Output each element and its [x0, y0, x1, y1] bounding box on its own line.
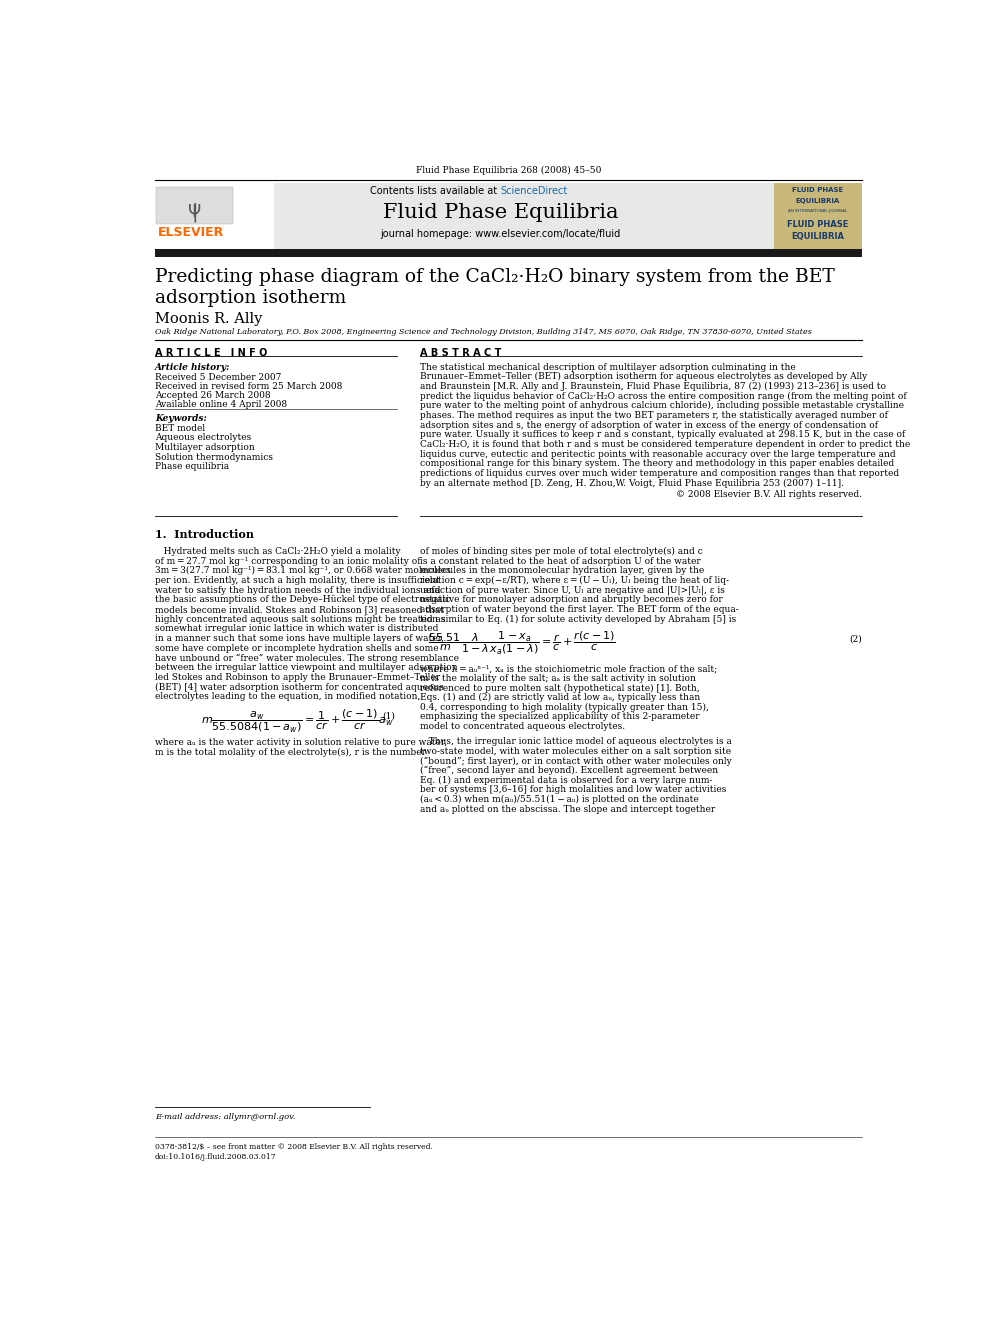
Text: electrolytes leading to the equation, in modified notation,: electrolytes leading to the equation, in…: [155, 692, 421, 701]
Text: $m\dfrac{a_w}{55.5084(1 - a_w)} = \dfrac{1}{cr} + \dfrac{(c-1)}{cr}a_w$: $m\dfrac{a_w}{55.5084(1 - a_w)} = \dfrac…: [200, 708, 394, 734]
Text: BET model: BET model: [155, 423, 205, 433]
Text: pure water to the melting point of anhydrous calcium chloride), including possib: pure water to the melting point of anhyd…: [420, 401, 904, 410]
Text: 0.4, corresponding to high molality (typically greater than 15),: 0.4, corresponding to high molality (typ…: [420, 703, 709, 712]
Text: referenced to pure molten salt (hypothetical state) [1]. Both,: referenced to pure molten salt (hypothet…: [420, 684, 699, 692]
Text: A B S T R A C T: A B S T R A C T: [420, 348, 501, 359]
Text: EQUILIBRIA: EQUILIBRIA: [791, 232, 844, 241]
Text: Contents lists available at: Contents lists available at: [370, 187, 501, 196]
Text: CaCl₂·H₂O, it is found that both r and s must be considered temperature dependen: CaCl₂·H₂O, it is found that both r and s…: [420, 441, 911, 448]
Text: A R T I C L E   I N F O: A R T I C L E I N F O: [155, 348, 267, 359]
Text: somewhat irregular ionic lattice in which water is distributed: somewhat irregular ionic lattice in whic…: [155, 624, 438, 634]
Text: some have complete or incomplete hydration shells and some: some have complete or incomplete hydrati…: [155, 644, 438, 652]
Text: phases. The method requires as input the two BET parameters r, the statistically: phases. The method requires as input the…: [420, 411, 888, 419]
Text: Aqueous electrolytes: Aqueous electrolytes: [155, 434, 251, 442]
Text: predict the liquidus behavior of CaCl₂·H₂O across the entire composition range (: predict the liquidus behavior of CaCl₂·H…: [420, 392, 907, 401]
Text: Eq. (1) and experimental data is observed for a very large num-: Eq. (1) and experimental data is observe…: [420, 775, 712, 785]
Text: Phase equilibria: Phase equilibria: [155, 462, 229, 471]
Text: ScienceDirect: ScienceDirect: [501, 187, 568, 196]
Text: (“bound”; first layer), or in contact with other water molecules only: (“bound”; first layer), or in contact wi…: [420, 757, 732, 766]
Text: and aᵤ plotted on the abscissa. The slope and intercept together: and aᵤ plotted on the abscissa. The slop…: [420, 804, 715, 814]
Text: Available online 4 April 2008: Available online 4 April 2008: [155, 400, 287, 409]
Text: Hydrated melts such as CaCl₂·2H₂O yield a molality: Hydrated melts such as CaCl₂·2H₂O yield …: [155, 546, 401, 556]
Text: Received 5 December 2007: Received 5 December 2007: [155, 373, 281, 382]
Text: 1.  Introduction: 1. Introduction: [155, 529, 254, 540]
Text: (2): (2): [850, 635, 862, 643]
Text: (aᵤ < 0.3) when m(aᵤ)/55.51(1 − aᵤ) is plotted on the ordinate: (aᵤ < 0.3) when m(aᵤ)/55.51(1 − aᵤ) is p…: [420, 795, 698, 804]
Text: E-mail address: allymr@ornl.gov.: E-mail address: allymr@ornl.gov.: [155, 1113, 296, 1122]
Text: compositional range for this binary system. The theory and methodology in this p: compositional range for this binary syst…: [420, 459, 894, 468]
Text: highly concentrated aqueous salt solutions might be treated as: highly concentrated aqueous salt solutio…: [155, 615, 445, 623]
Text: adsorption sites and s, the energy of adsorption of water in excess of the energ: adsorption sites and s, the energy of ad…: [420, 421, 878, 430]
Text: relation c = exp(−ε/RT), where ε = (U − Uₗ), Uₗ being the heat of liq-: relation c = exp(−ε/RT), where ε = (U − …: [420, 576, 729, 585]
Text: molecules in the monomolecular hydration layer, given by the: molecules in the monomolecular hydration…: [420, 566, 704, 576]
Text: where λ = aᵤⁿ⁻¹, xₐ is the stoichiometric mole fraction of the salt;: where λ = aᵤⁿ⁻¹, xₐ is the stoichiometri…: [420, 664, 717, 673]
Text: model to concentrated aqueous electrolytes.: model to concentrated aqueous electrolyt…: [420, 722, 625, 732]
Text: pure water. Usually it suffices to keep r and s constant, typically evaluated at: pure water. Usually it suffices to keep …: [420, 430, 906, 439]
Text: $\dfrac{55.51}{m}\dfrac{\lambda}{1-\lambda}\dfrac{1-x_a}{x_a(1-\lambda)} = \dfra: $\dfrac{55.51}{m}\dfrac{\lambda}{1-\lamb…: [428, 631, 616, 658]
Text: and Braunstein [M.R. Ally and J. Braunstein, Fluid Phase Equilibria, 87 (2) (199: and Braunstein [M.R. Ally and J. Braunst…: [420, 382, 886, 392]
Text: m is the total molality of the electrolyte(s), r is the number: m is the total molality of the electroly…: [155, 747, 426, 757]
Text: of m = 27.7 mol kg⁻¹ corresponding to an ionic molality of: of m = 27.7 mol kg⁻¹ corresponding to an…: [155, 557, 421, 565]
Text: led Stokes and Robinson to apply the Brunauer–Emmet–Teller: led Stokes and Robinson to apply the Bru…: [155, 672, 439, 681]
Text: predictions of liquidus curves over much wider temperature and composition range: predictions of liquidus curves over much…: [420, 468, 899, 478]
Text: liquidus curve, eutectic and peritectic points with reasonable accuracy over the: liquidus curve, eutectic and peritectic …: [420, 450, 896, 459]
Text: ELSEVIER: ELSEVIER: [158, 226, 224, 239]
Text: (“free”, second layer and beyond). Excellent agreement between: (“free”, second layer and beyond). Excel…: [420, 766, 718, 775]
Text: Fluid Phase Equilibria 268 (2008) 45–50: Fluid Phase Equilibria 268 (2008) 45–50: [416, 165, 601, 175]
Text: Accepted 26 March 2008: Accepted 26 March 2008: [155, 392, 271, 400]
Text: emphasizing the specialized applicability of this 2-parameter: emphasizing the specialized applicabilit…: [420, 712, 699, 721]
Text: Keywords:: Keywords:: [155, 414, 206, 423]
Text: m is the molality of the salt; aₐ is the salt activity in solution: m is the molality of the salt; aₐ is the…: [420, 673, 695, 683]
Text: The statistical mechanical description of multilayer adsorption culminating in t: The statistical mechanical description o…: [420, 363, 796, 372]
Text: 0378-3812/$ – see front matter © 2008 Elsevier B.V. All rights reserved.: 0378-3812/$ – see front matter © 2008 El…: [155, 1143, 433, 1151]
Text: (BET) [4] water adsorption isotherm for concentrated aqueous: (BET) [4] water adsorption isotherm for …: [155, 683, 443, 692]
Text: Solution thermodynamics: Solution thermodynamics: [155, 452, 273, 462]
Text: Ψ: Ψ: [188, 202, 201, 221]
Text: AN INTERNATIONAL JOURNAL: AN INTERNATIONAL JOURNAL: [788, 209, 847, 213]
Text: Predicting phase diagram of the CaCl₂·H₂O binary system from the BET: Predicting phase diagram of the CaCl₂·H₂…: [155, 267, 834, 286]
Text: doi:10.1016/j.fluid.2008.03.017: doi:10.1016/j.fluid.2008.03.017: [155, 1154, 277, 1162]
Text: adsorption of water beyond the first layer. The BET form of the equa-: adsorption of water beyond the first lay…: [420, 605, 739, 614]
Text: have unbound or “free” water molecules. The strong resemblance: have unbound or “free” water molecules. …: [155, 654, 458, 663]
Text: FLUID PHASE: FLUID PHASE: [792, 188, 843, 193]
FancyBboxPatch shape: [155, 183, 274, 250]
Text: adsorption isotherm: adsorption isotherm: [155, 290, 346, 307]
Text: ber of systems [3,6–16] for high molalities and low water activities: ber of systems [3,6–16] for high molalit…: [420, 786, 726, 794]
Text: Moonis R. Ally: Moonis R. Ally: [155, 312, 262, 325]
Text: models become invalid. Stokes and Robinson [3] reasoned that: models become invalid. Stokes and Robins…: [155, 605, 443, 614]
Text: uefaction of pure water. Since U, Uₗ are negative and |U|>|Uₗ|, ε is: uefaction of pure water. Since U, Uₗ are…: [420, 586, 725, 595]
Text: the basic assumptions of the Debye–Hückel type of electrostatic: the basic assumptions of the Debye–Hücke…: [155, 595, 450, 605]
Text: is a constant related to the heat of adsorption U of the water: is a constant related to the heat of ads…: [420, 557, 700, 565]
Text: Thus, the irregular ionic lattice model of aqueous electrolytes is a: Thus, the irregular ionic lattice model …: [420, 737, 732, 746]
Text: in a manner such that some ions have multiple layers of water,: in a manner such that some ions have mul…: [155, 634, 443, 643]
Text: where aᵤ is the water activity in solution relative to pure water,: where aᵤ is the water activity in soluti…: [155, 738, 446, 747]
Text: negative for monolayer adsorption and abruptly becomes zero for: negative for monolayer adsorption and ab…: [420, 595, 723, 605]
Text: 3m = 3(27.7 mol kg⁻¹) = 83.1 mol kg⁻¹, or 0.668 water molecules: 3m = 3(27.7 mol kg⁻¹) = 83.1 mol kg⁻¹, o…: [155, 566, 450, 576]
FancyBboxPatch shape: [774, 183, 862, 250]
Text: by an alternate method [D. Zeng, H. Zhou,W. Voigt, Fluid Phase Equilibria 253 (2: by an alternate method [D. Zeng, H. Zhou…: [420, 479, 844, 488]
Text: |: |: [191, 202, 198, 222]
Text: journal homepage: www.elsevier.com/locate/fluid: journal homepage: www.elsevier.com/locat…: [381, 229, 621, 239]
Text: EQUILIBRIA: EQUILIBRIA: [796, 198, 839, 205]
Text: Eqs. (1) and (2) are strictly valid at low aᵤ, typically less than: Eqs. (1) and (2) are strictly valid at l…: [420, 693, 700, 703]
Text: © 2008 Elsevier B.V. All rights reserved.: © 2008 Elsevier B.V. All rights reserved…: [677, 491, 862, 499]
FancyBboxPatch shape: [157, 188, 233, 224]
Text: Brunauer–Emmet–Teller (BET) adsorption isotherm for aqueous electrolytes as deve: Brunauer–Emmet–Teller (BET) adsorption i…: [420, 372, 867, 381]
Text: (1): (1): [382, 712, 395, 721]
Text: water to satisfy the hydration needs of the individual ions and: water to satisfy the hydration needs of …: [155, 586, 440, 594]
Text: tion similar to Eq. (1) for solute activity developed by Abraham [5] is: tion similar to Eq. (1) for solute activ…: [420, 615, 736, 623]
FancyBboxPatch shape: [155, 250, 862, 257]
Text: Fluid Phase Equilibria: Fluid Phase Equilibria: [383, 202, 618, 221]
Text: per ion. Evidently, at such a high molality, there is insufficient: per ion. Evidently, at such a high molal…: [155, 576, 439, 585]
Text: between the irregular lattice viewpoint and multilayer adsorption: between the irregular lattice viewpoint …: [155, 663, 457, 672]
Text: of moles of binding sites per mole of total electrolyte(s) and c: of moles of binding sites per mole of to…: [420, 546, 702, 556]
Text: Received in revised form 25 March 2008: Received in revised form 25 March 2008: [155, 382, 342, 390]
Text: FLUID PHASE: FLUID PHASE: [787, 220, 848, 229]
Text: Multilayer adsorption: Multilayer adsorption: [155, 443, 255, 452]
FancyBboxPatch shape: [155, 183, 862, 250]
Text: Article history:: Article history:: [155, 363, 230, 372]
Text: Oak Ridge National Laboratory, P.O. Box 2008, Engineering Science and Technology: Oak Ridge National Laboratory, P.O. Box …: [155, 328, 811, 336]
Text: two-state model, with water molecules either on a salt sorption site: two-state model, with water molecules ei…: [420, 746, 731, 755]
